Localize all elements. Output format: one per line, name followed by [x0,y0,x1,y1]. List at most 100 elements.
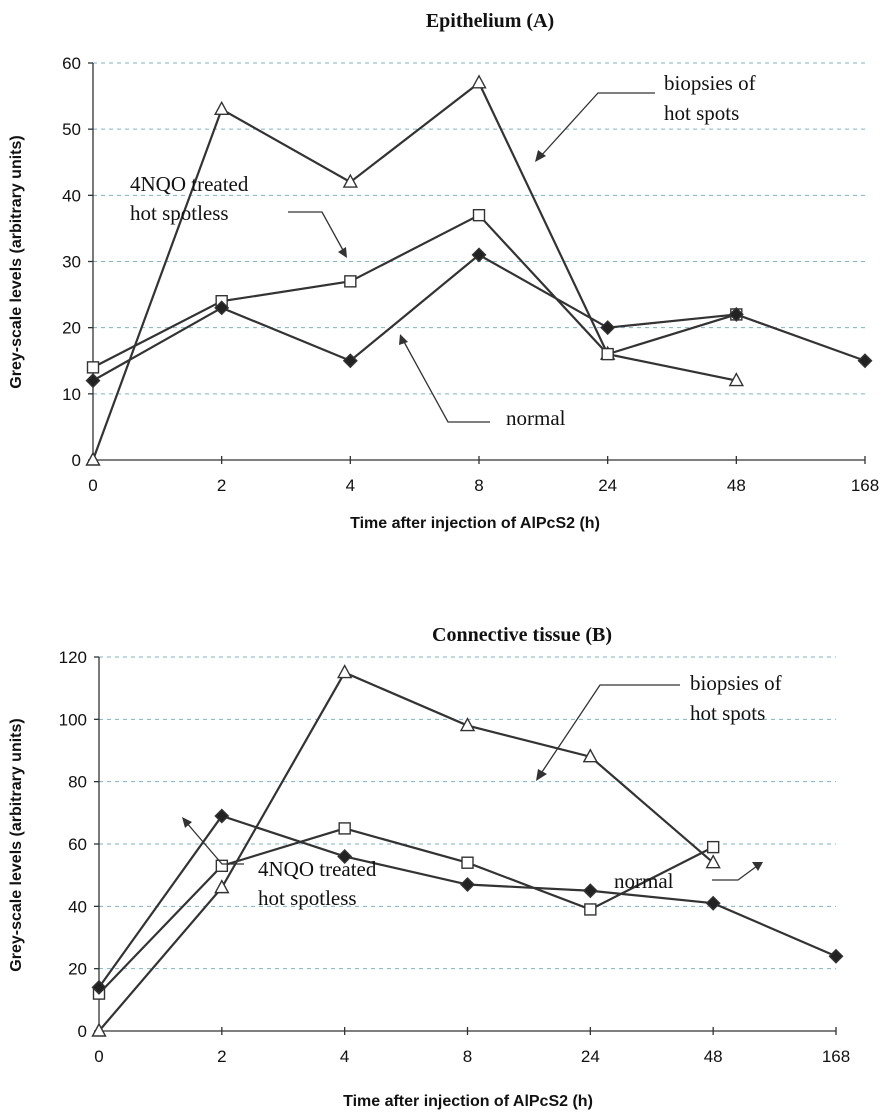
x-tick-label: 2 [217,1047,226,1066]
triangle-marker [705,854,721,869]
y-tick-label: 60 [62,54,81,73]
annotation-spotless-line1: 4NQO treated [130,172,249,196]
y-axis-label: Grey-scale levels (arbitrary units) [8,135,25,388]
y-tick-label: 40 [68,897,87,916]
annotation-spotless-line2: hot spotless [130,201,229,225]
y-tick-label: 60 [68,835,87,854]
diamond-marker [91,979,107,995]
y-tick-label: 100 [59,710,87,729]
series-triangle [85,74,745,466]
series-line [91,81,737,461]
diamond-marker [857,353,873,369]
x-tick-label: 0 [88,476,97,495]
triangle-marker [213,100,230,116]
diamond-marker [342,353,358,369]
diamond-marker [214,808,230,824]
diamond-marker [705,895,721,911]
y-tick-label: 20 [62,319,81,338]
y-tick-label: 20 [68,960,87,979]
diamond-marker [85,373,101,389]
x-axis-label: Time after injection of AlPcS2 (h) [350,515,600,532]
triangle-marker [582,748,599,763]
y-tick-label: 0 [78,1022,87,1041]
diamond-marker [337,848,353,864]
square-marker [584,903,597,916]
x-tick-label: 2 [217,476,226,495]
annotation-hot-spots-line2: hot spots [664,101,739,125]
y-tick-label: 50 [62,120,81,139]
triangle-marker [471,74,487,89]
y-tick-label: 10 [62,385,81,404]
diamond-marker [460,877,475,893]
y-tick-label: 80 [68,773,87,792]
square-marker [215,859,229,873]
diamond-marker [828,948,844,964]
square-marker [706,840,720,854]
annotation-normal: normal [614,869,674,893]
annotation-arrow-hot-spots [539,684,680,776]
diamond-marker [600,320,616,336]
x-tick-label: 168 [851,476,879,495]
arrowhead [536,769,547,781]
annotation-arrow-spotless [288,211,345,253]
triangle-marker [214,879,230,894]
triangle-marker [91,1022,107,1037]
x-tick-label: 0 [94,1047,103,1066]
y-tick-label: 30 [62,253,81,272]
annotation-normal: normal [506,406,566,430]
x-tick-label: 48 [727,476,746,495]
arrowhead [535,150,546,162]
y-axis-label: Grey-scale levels (arbitrary units) [8,718,25,971]
series-line [92,213,737,369]
y-tick-label: 120 [59,648,87,667]
square-marker [86,361,100,374]
annotation-arrow-normal [712,865,758,881]
x-tick-label: 8 [463,1047,472,1066]
diamond-marker [728,306,744,322]
triangle-marker [728,372,745,387]
arrowhead [182,817,192,828]
diamond-marker [214,300,230,316]
y-tick-label: 0 [72,451,81,470]
x-axis-label: Time after injection of AlPcS2 (h) [343,1093,593,1110]
triangle-marker [85,451,101,466]
chart-title: Epithelium (A) [426,10,554,32]
diamond-marker [582,883,598,899]
square-marker [601,347,614,361]
arrowhead [752,862,763,871]
arrowhead [399,334,408,345]
x-tick-label: 24 [598,476,617,495]
x-tick-label: 48 [704,1047,723,1066]
square-marker [338,822,351,835]
series-square [92,822,720,1000]
series-diamond [85,247,873,389]
x-tick-label: 4 [340,1047,349,1066]
annotation-arrow-hot-spots [539,92,655,158]
annotation-hot-spots-line2: hot spots [690,701,765,725]
square-marker [461,856,474,869]
annotation-spotless-line2: hot spotless [258,886,357,910]
series-line [92,253,866,382]
x-tick-label: 168 [822,1047,850,1066]
chart-title: Connective tissue (B) [432,624,612,646]
annotation-hot-spots-line1: biopsies of [690,671,782,695]
x-tick-label: 4 [346,476,355,495]
annotation-spotless-line1: 4NQO treated [258,857,377,881]
triangle-marker [342,173,359,188]
y-tick-label: 40 [62,186,81,205]
series-square [86,208,743,374]
triangle-marker [336,664,353,679]
series-diamond [91,808,844,995]
square-marker [472,208,486,222]
x-tick-label: 8 [474,476,483,495]
annotation-hot-spots-line1: biopsies of [664,71,756,95]
series-line [98,827,714,995]
diamond-marker [471,247,487,263]
annotation-arrow-normal [402,339,490,423]
annotation-arrow-spotless [185,821,244,865]
x-tick-label: 24 [581,1047,600,1066]
series-line [98,671,714,1032]
